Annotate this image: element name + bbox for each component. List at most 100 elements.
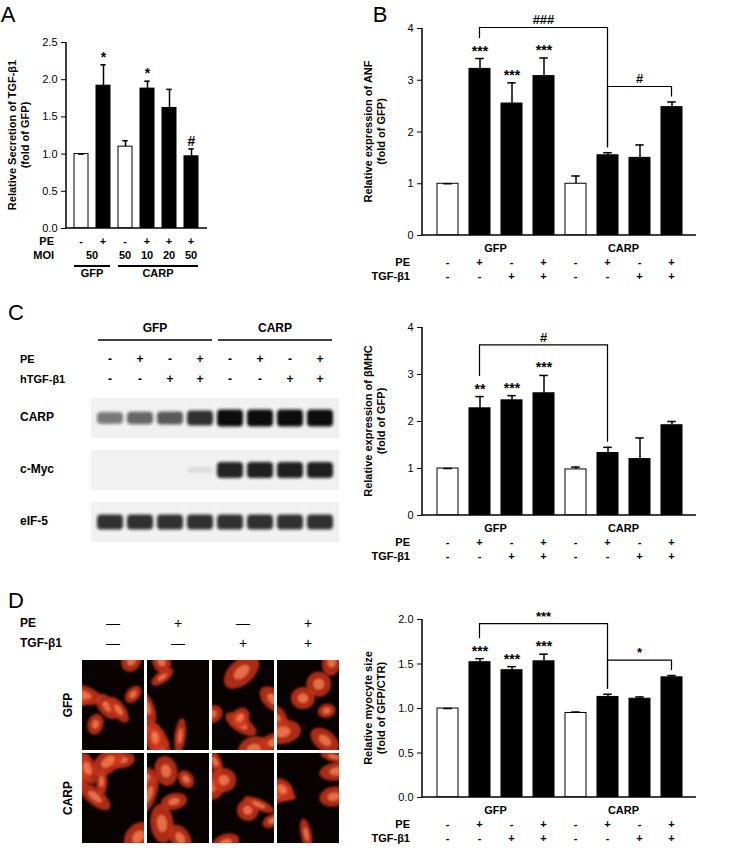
svg-text:GFP: GFP	[81, 267, 104, 279]
svg-text:GFP: GFP	[484, 242, 507, 254]
svg-text:PE: PE	[395, 536, 410, 548]
svg-text:eIF-5: eIF-5	[20, 514, 48, 528]
svg-text:hTGF-β1: hTGF-β1	[20, 373, 65, 385]
svg-text:50: 50	[185, 249, 197, 261]
svg-text:+: +	[540, 550, 546, 562]
svg-text:-: -	[638, 536, 642, 548]
svg-text:0.5: 0.5	[42, 185, 57, 197]
svg-text:2.5: 2.5	[42, 36, 57, 48]
svg-text:-: -	[446, 270, 450, 282]
svg-text:4: 4	[407, 321, 413, 333]
svg-text:2: 2	[407, 415, 413, 427]
svg-text:**: **	[475, 381, 486, 397]
svg-text:+: +	[668, 256, 674, 268]
svg-text:TGF-β1: TGF-β1	[372, 270, 411, 282]
svg-text:-: -	[108, 372, 112, 386]
svg-text:-: -	[446, 256, 450, 268]
svg-text:-: -	[138, 372, 142, 386]
svg-text:D: D	[8, 588, 24, 613]
svg-text:+: +	[636, 550, 642, 562]
svg-text:GFP: GFP	[484, 522, 507, 534]
svg-text:+: +	[256, 352, 263, 366]
svg-text:+: +	[476, 818, 482, 830]
svg-text:Relative Secretion of TGF-β1: Relative Secretion of TGF-β1	[6, 60, 18, 210]
svg-text:*: *	[101, 49, 107, 65]
svg-text:-: -	[478, 832, 482, 844]
svg-text:+: +	[540, 818, 546, 830]
svg-text:-: -	[79, 235, 83, 247]
svg-text:CARP: CARP	[608, 804, 639, 816]
svg-text:***: ***	[504, 651, 521, 667]
svg-text:c-Myc: c-Myc	[20, 462, 54, 476]
svg-text:+: +	[668, 536, 674, 548]
svg-text:(fold of GFP): (fold of GFP)	[375, 98, 387, 165]
svg-text:-: -	[606, 550, 610, 562]
svg-text:3: 3	[407, 74, 413, 86]
svg-text:+: +	[166, 372, 173, 386]
svg-text:-: -	[123, 235, 127, 247]
svg-text:+: +	[540, 832, 546, 844]
svg-text:1.5: 1.5	[42, 110, 57, 122]
svg-text:***: ***	[472, 643, 489, 659]
svg-text:1: 1	[407, 177, 413, 189]
svg-text:+: +	[540, 536, 546, 548]
svg-text:-: -	[446, 818, 450, 830]
svg-text:TGF-β1: TGF-β1	[20, 636, 62, 650]
svg-text:TGF-β1: TGF-β1	[372, 832, 411, 844]
svg-text:20: 20	[163, 249, 175, 261]
svg-text:—: —	[106, 615, 120, 631]
svg-text:1.0: 1.0	[398, 702, 413, 714]
svg-text:CARP: CARP	[258, 321, 292, 335]
svg-text:0.5: 0.5	[398, 747, 413, 759]
svg-text:-: -	[446, 536, 450, 548]
svg-text:0: 0	[407, 229, 413, 241]
svg-text:CARP: CARP	[142, 267, 173, 279]
svg-text:-: -	[288, 352, 292, 366]
svg-text:#: #	[188, 133, 196, 149]
svg-text:10: 10	[141, 249, 153, 261]
svg-text:-: -	[638, 256, 642, 268]
svg-text:-: -	[258, 372, 262, 386]
svg-text:PE: PE	[39, 235, 54, 247]
svg-text:#: #	[636, 71, 644, 86]
svg-text:GFP: GFP	[61, 693, 75, 718]
svg-text:+: +	[304, 615, 312, 631]
svg-text:+: +	[196, 372, 203, 386]
svg-text:GFP: GFP	[484, 804, 507, 816]
svg-text:-: -	[446, 550, 450, 562]
svg-text:PE: PE	[20, 616, 36, 630]
svg-text:Relative expression of ANF: Relative expression of ANF	[362, 60, 374, 202]
svg-text:4: 4	[407, 22, 413, 34]
svg-text:50: 50	[119, 249, 131, 261]
svg-text:B: B	[373, 2, 388, 27]
svg-text:2.0: 2.0	[42, 73, 57, 85]
svg-text:+: +	[508, 270, 514, 282]
svg-text:+: +	[286, 372, 293, 386]
svg-text:CARP: CARP	[61, 781, 75, 815]
svg-text:+: +	[476, 256, 482, 268]
svg-text:0: 0	[407, 509, 413, 521]
svg-text:(fold of GFP): (fold of GFP)	[19, 101, 31, 168]
svg-text:+: +	[136, 352, 143, 366]
svg-text:+: +	[100, 235, 106, 247]
svg-text:+: +	[196, 352, 203, 366]
svg-text:TGF-β1: TGF-β1	[372, 550, 411, 562]
svg-text:*: *	[145, 65, 151, 81]
svg-text:0.0: 0.0	[398, 791, 413, 803]
svg-text:+: +	[604, 536, 610, 548]
svg-text:***: ***	[504, 380, 521, 396]
svg-text:+: +	[316, 372, 323, 386]
svg-text:-: -	[510, 536, 514, 548]
svg-text:C: C	[8, 300, 24, 325]
svg-text:+: +	[508, 550, 514, 562]
svg-text:***: ***	[472, 43, 489, 59]
svg-text:-: -	[606, 832, 610, 844]
svg-text:PE: PE	[395, 256, 410, 268]
svg-text:+: +	[508, 832, 514, 844]
svg-text:PE: PE	[20, 353, 35, 365]
svg-text:+: +	[174, 615, 182, 631]
svg-text:—: —	[171, 635, 185, 651]
svg-text:+: +	[604, 818, 610, 830]
svg-text:CARP: CARP	[20, 410, 54, 424]
svg-text:2.0: 2.0	[398, 613, 413, 625]
